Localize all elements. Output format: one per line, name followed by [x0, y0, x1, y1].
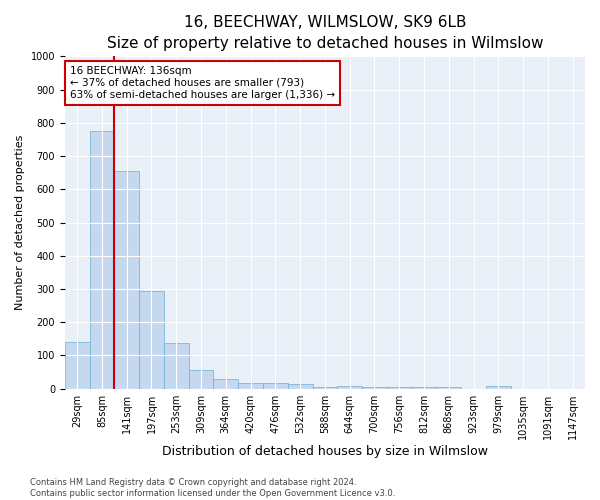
Bar [115, 171, 139, 388]
Bar [337, 386, 362, 388]
Bar [486, 386, 511, 388]
Bar [362, 387, 387, 388]
Bar [89, 131, 115, 388]
Bar [65, 342, 89, 388]
Bar [288, 384, 313, 388]
X-axis label: Distribution of detached houses by size in Wilmslow: Distribution of detached houses by size … [162, 444, 488, 458]
Bar [188, 370, 214, 388]
Bar [238, 382, 263, 388]
Bar [412, 387, 436, 388]
Text: 16 BEECHWAY: 136sqm
← 37% of detached houses are smaller (793)
63% of semi-detac: 16 BEECHWAY: 136sqm ← 37% of detached ho… [70, 66, 335, 100]
Bar [263, 382, 288, 388]
Text: Contains HM Land Registry data © Crown copyright and database right 2024.
Contai: Contains HM Land Registry data © Crown c… [30, 478, 395, 498]
Bar [139, 290, 164, 388]
Title: 16, BEECHWAY, WILMSLOW, SK9 6LB
Size of property relative to detached houses in : 16, BEECHWAY, WILMSLOW, SK9 6LB Size of … [107, 15, 543, 51]
Bar [436, 387, 461, 388]
Bar [214, 380, 238, 388]
Bar [313, 387, 337, 388]
Y-axis label: Number of detached properties: Number of detached properties [15, 135, 25, 310]
Bar [387, 386, 412, 388]
Bar [164, 343, 188, 388]
